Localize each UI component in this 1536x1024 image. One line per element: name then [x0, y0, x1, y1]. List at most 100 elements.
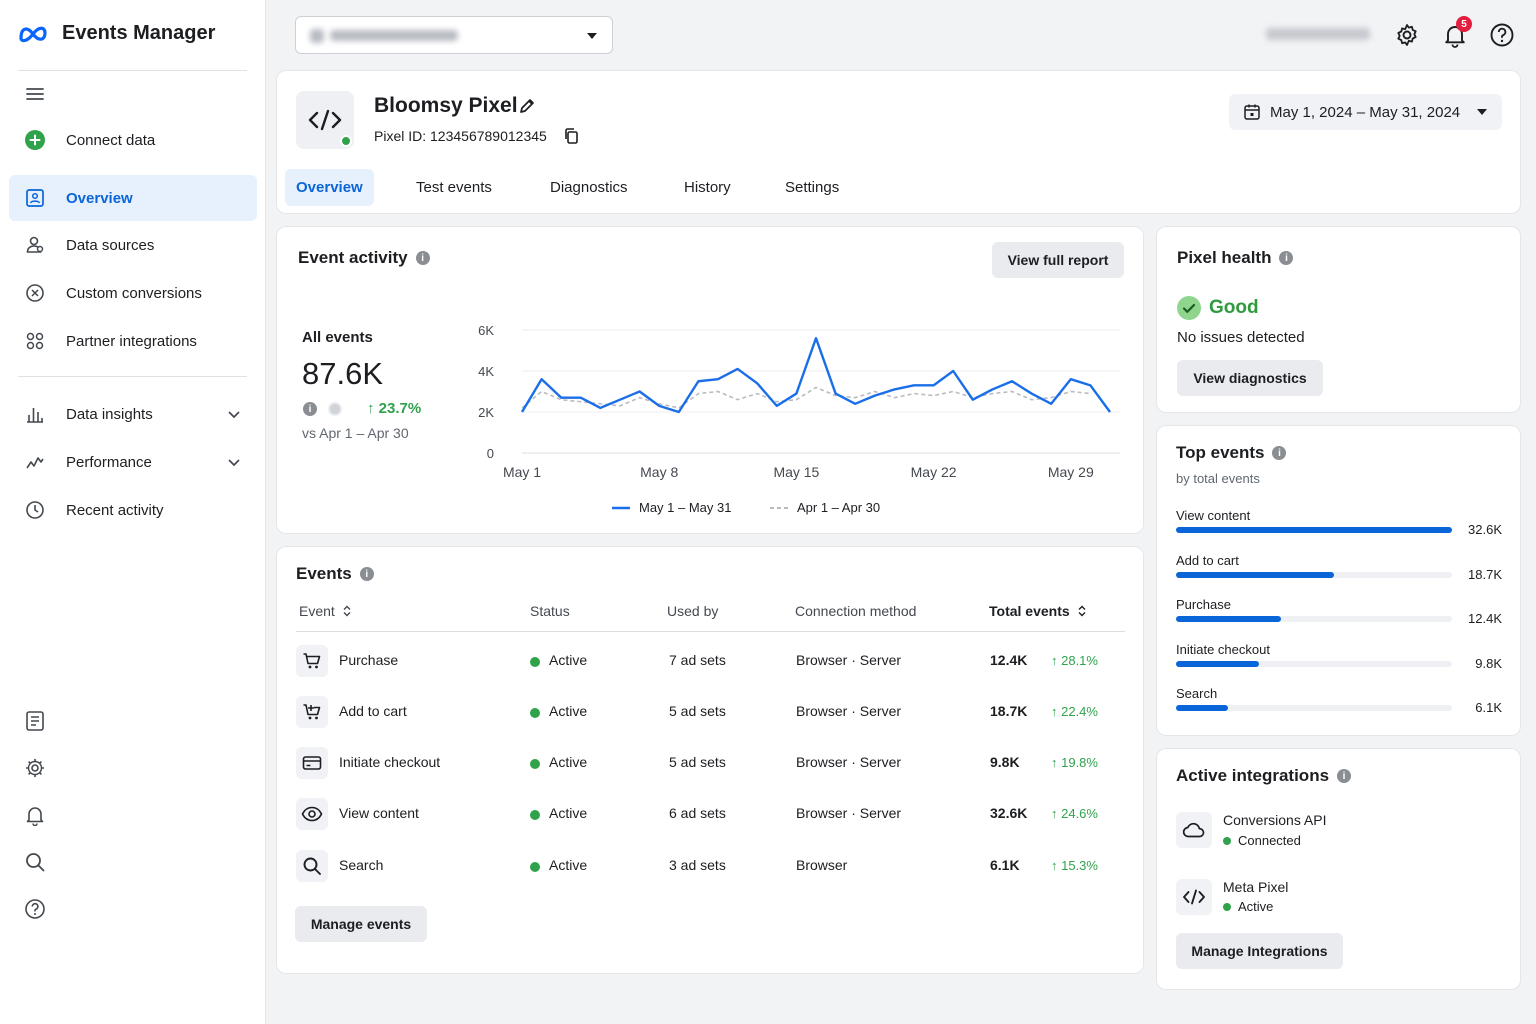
pixel-health-title: Pixel health [1177, 248, 1272, 267]
info-icon[interactable]: i [1272, 446, 1287, 460]
account-selector[interactable] [295, 16, 613, 54]
user-name-redacted[interactable] [1266, 28, 1370, 40]
integration-status: Active [1223, 899, 1273, 914]
info-icon[interactable]: i [415, 251, 430, 265]
hamburger-menu-icon[interactable] [25, 84, 45, 104]
sidebar-item-recent-activity[interactable]: Recent activity [9, 487, 257, 533]
date-range-picker[interactable]: May 1, 2024 – May 31, 2024 [1229, 94, 1502, 130]
search-icon [296, 850, 328, 882]
info-icon[interactable]: i [1279, 251, 1294, 265]
status-dot [530, 810, 540, 820]
event-connection-method: Browser · Server [796, 805, 902, 821]
event-connection-method: Browser · Server [796, 754, 902, 770]
top-event-name: Add to cart [1176, 552, 1239, 568]
event-change: ↑ 22.4% [1051, 704, 1098, 719]
sidebar-item-label: Data insights [66, 405, 153, 423]
integration-status-label: Connected [1238, 833, 1301, 848]
event-used-by: 5 ad sets [669, 754, 726, 770]
pixel-id: Pixel ID: 123456789012345 [374, 128, 547, 144]
x-tick-label: May 1 [503, 464, 541, 480]
event-connection-method: Browser · Server [796, 652, 902, 668]
legend-previous: Apr 1 – Apr 30 [770, 500, 880, 515]
copy-icon[interactable] [563, 127, 579, 145]
manage-integrations-button[interactable]: Manage Integrations [1176, 933, 1343, 969]
search-icon[interactable] [24, 851, 46, 873]
top-event-bar-fill [1176, 705, 1228, 711]
column-header-event[interactable]: Event [299, 603, 351, 619]
top-event-bar-track [1176, 571, 1452, 578]
brand[interactable]: Events Manager [18, 22, 215, 45]
event-status: Active [549, 703, 588, 719]
sidebar-item-data-sources[interactable]: Data sources [9, 222, 257, 268]
table-row[interactable]: Add to cart Active 5 ad sets Browser · S… [296, 686, 1125, 737]
integration-status: Connected [1223, 833, 1301, 848]
sidebar-item-overview[interactable]: Overview [9, 175, 257, 221]
bell-icon[interactable] [24, 804, 46, 826]
view-full-report-button[interactable]: View full report [992, 242, 1124, 278]
table-row[interactable]: View content Active 6 ad sets Browser · … [296, 788, 1125, 839]
report-icon[interactable] [24, 710, 46, 732]
info-icon[interactable]: i [359, 567, 374, 581]
sidebar-item-performance[interactable]: Performance [9, 439, 257, 485]
event-change: ↑ 15.3% [1051, 858, 1098, 873]
x-tick-label: May 8 [640, 464, 678, 480]
status-dot [530, 862, 540, 872]
info-icon[interactable]: i [303, 402, 317, 416]
health-status: Good [1209, 297, 1259, 318]
column-header-label: Total events [989, 603, 1070, 619]
account-name-redacted [330, 30, 458, 41]
events-title-row: Events i [296, 564, 374, 584]
manage-events-button[interactable]: Manage events [295, 906, 427, 942]
credit-card-icon [296, 747, 328, 779]
top-events-card [1156, 425, 1521, 736]
top-event-bar-fill [1176, 616, 1281, 622]
tab-test-events[interactable]: Test events [416, 179, 492, 196]
event-used-by: 5 ad sets [669, 703, 726, 719]
sidebar-item-label: Performance [66, 453, 152, 471]
tab-overview[interactable]: Overview [285, 169, 374, 206]
status-dot [530, 657, 540, 667]
column-header-total-events[interactable]: Total events [989, 603, 1086, 619]
top-event-value: 9.8K [1475, 655, 1502, 671]
sidebar-item-partner-integrations[interactable]: Partner integrations [9, 318, 257, 364]
help-circle-icon[interactable] [1489, 22, 1515, 48]
all-events-value: 87.6K [302, 356, 384, 391]
event-name: Initiate checkout [339, 754, 441, 770]
caret-down-icon [1477, 109, 1487, 115]
view-diagnostics-button[interactable]: View diagnostics [1177, 360, 1323, 396]
check-circle-icon [1177, 296, 1201, 320]
top-event-name: View content [1176, 508, 1251, 523]
help-icon[interactable] [24, 898, 46, 920]
sort-icon [343, 605, 351, 617]
gear-icon[interactable] [24, 757, 46, 779]
event-change: ↑ 24.6% [1051, 806, 1098, 821]
chevron-down-icon[interactable] [227, 455, 241, 469]
top-event-value: 6.1K [1475, 700, 1502, 715]
sidebar-item-custom-conversions[interactable]: Custom conversions [9, 270, 257, 316]
settings-gear-icon[interactable] [1394, 22, 1420, 48]
event-activity-title: Event activity [298, 248, 408, 267]
tab-diagnostics[interactable]: Diagnostics [550, 179, 628, 196]
plus-circle-icon [25, 130, 45, 150]
integrations-title: Active integrations [1176, 766, 1330, 785]
tab-settings[interactable]: Settings [785, 179, 840, 196]
info-icon[interactable]: i [1337, 769, 1352, 783]
edit-pencil-icon[interactable] [518, 97, 536, 115]
event-status: Active [549, 652, 588, 668]
table-row[interactable]: Purchase Active 7 ad sets Browser · Serv… [296, 635, 1125, 686]
table-row[interactable]: Initiate checkout Active 5 ad sets Brows… [296, 737, 1125, 788]
sidebar-item-data-insights[interactable]: Data insights [9, 391, 257, 437]
connect-data-button[interactable]: Connect data [9, 117, 257, 163]
y-tick-label: 6K [478, 323, 494, 338]
trend-line-icon [25, 452, 45, 472]
tab-history[interactable]: History [684, 179, 731, 196]
table-row[interactable]: Search Active 3 ad sets Browser 6.1K ↑ 1… [296, 840, 1125, 891]
event-total: 6.1K [990, 857, 1020, 873]
event-change: ↑ 19.8% [1051, 755, 1098, 770]
event-name: Purchase [339, 652, 399, 668]
sidebar-item-label: Partner integrations [66, 332, 197, 350]
sidebar-item-label: Recent activity [66, 501, 164, 519]
chevron-down-icon[interactable] [227, 407, 241, 421]
top-event-value: 32.6K [1468, 522, 1502, 537]
pixel-name: Bloomsy Pixel [374, 94, 518, 117]
